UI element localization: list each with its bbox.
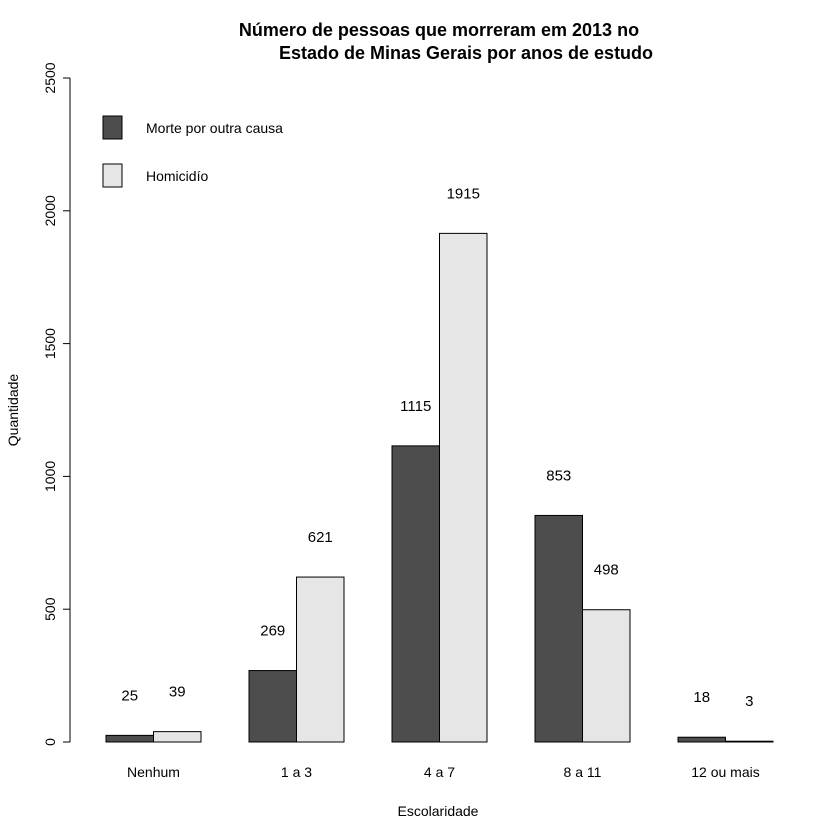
- bar-homicidio: [296, 576, 345, 743]
- bar-value-label: 269: [260, 623, 285, 640]
- bar-value-label: 853: [546, 467, 571, 484]
- chart-title-line2: Estado de Minas Gerais por anos de estud…: [279, 43, 653, 63]
- bar-outra-causa: [677, 736, 726, 743]
- y-axis: 0 500 1000 1500 2000 2500: [42, 62, 71, 746]
- chart-title-line1: Número de pessoas que morreram em 2013 n…: [239, 20, 639, 40]
- y-axis-label: Quantidade: [5, 374, 21, 447]
- bar-outra-causa: [534, 514, 583, 743]
- bar-value-label: 1915: [447, 185, 480, 202]
- bar-homicidio: [439, 232, 488, 743]
- legend: Morte por outra causa Homicidío: [102, 115, 283, 188]
- y-tick-label: 1500: [42, 328, 58, 359]
- bar-outra-causa: [391, 445, 440, 743]
- bar-value-label: 18: [693, 689, 710, 706]
- legend-swatch: [102, 115, 123, 140]
- y-tick-label: 500: [42, 597, 58, 621]
- x-tick-label: 12 ou mais: [691, 764, 759, 780]
- bars: [105, 232, 774, 743]
- bar-value-label: 498: [594, 562, 619, 579]
- bar-value-label: 621: [308, 529, 333, 546]
- y-tick-label: 0: [42, 738, 58, 746]
- x-tick-label: 4 a 7: [424, 764, 455, 780]
- x-axis-label: Escolaridade: [398, 803, 479, 819]
- x-tick-labels: Nenhum 1 a 3 4 a 7 8 a 11 12 ou mais: [127, 764, 760, 780]
- bar-outra-causa: [105, 734, 154, 743]
- x-tick-label: 1 a 3: [281, 764, 312, 780]
- bar-outra-causa: [248, 670, 297, 743]
- bar-homicidio: [153, 731, 202, 743]
- bar-value-label: 25: [121, 687, 138, 704]
- x-tick-label: Nenhum: [127, 764, 180, 780]
- bar-homicidio: [582, 609, 631, 743]
- bar-value-label: 3: [745, 693, 753, 710]
- y-tick-label: 2000: [42, 195, 58, 226]
- x-tick-label: 8 a 11: [564, 764, 602, 780]
- bar-value-label: 1115: [400, 398, 431, 415]
- legend-entry: Morte por outra causa: [146, 120, 283, 136]
- legend-swatch: [102, 163, 123, 188]
- y-tick-label: 2500: [42, 62, 58, 93]
- legend-entry: Homicidío: [146, 168, 208, 184]
- value-labels: 25 39 269 621 1115 1915 853 498 18 3: [121, 185, 753, 710]
- y-tick-label: 1000: [42, 461, 58, 492]
- bar-value-label: 39: [169, 684, 186, 701]
- bar-homicidio: [725, 740, 774, 743]
